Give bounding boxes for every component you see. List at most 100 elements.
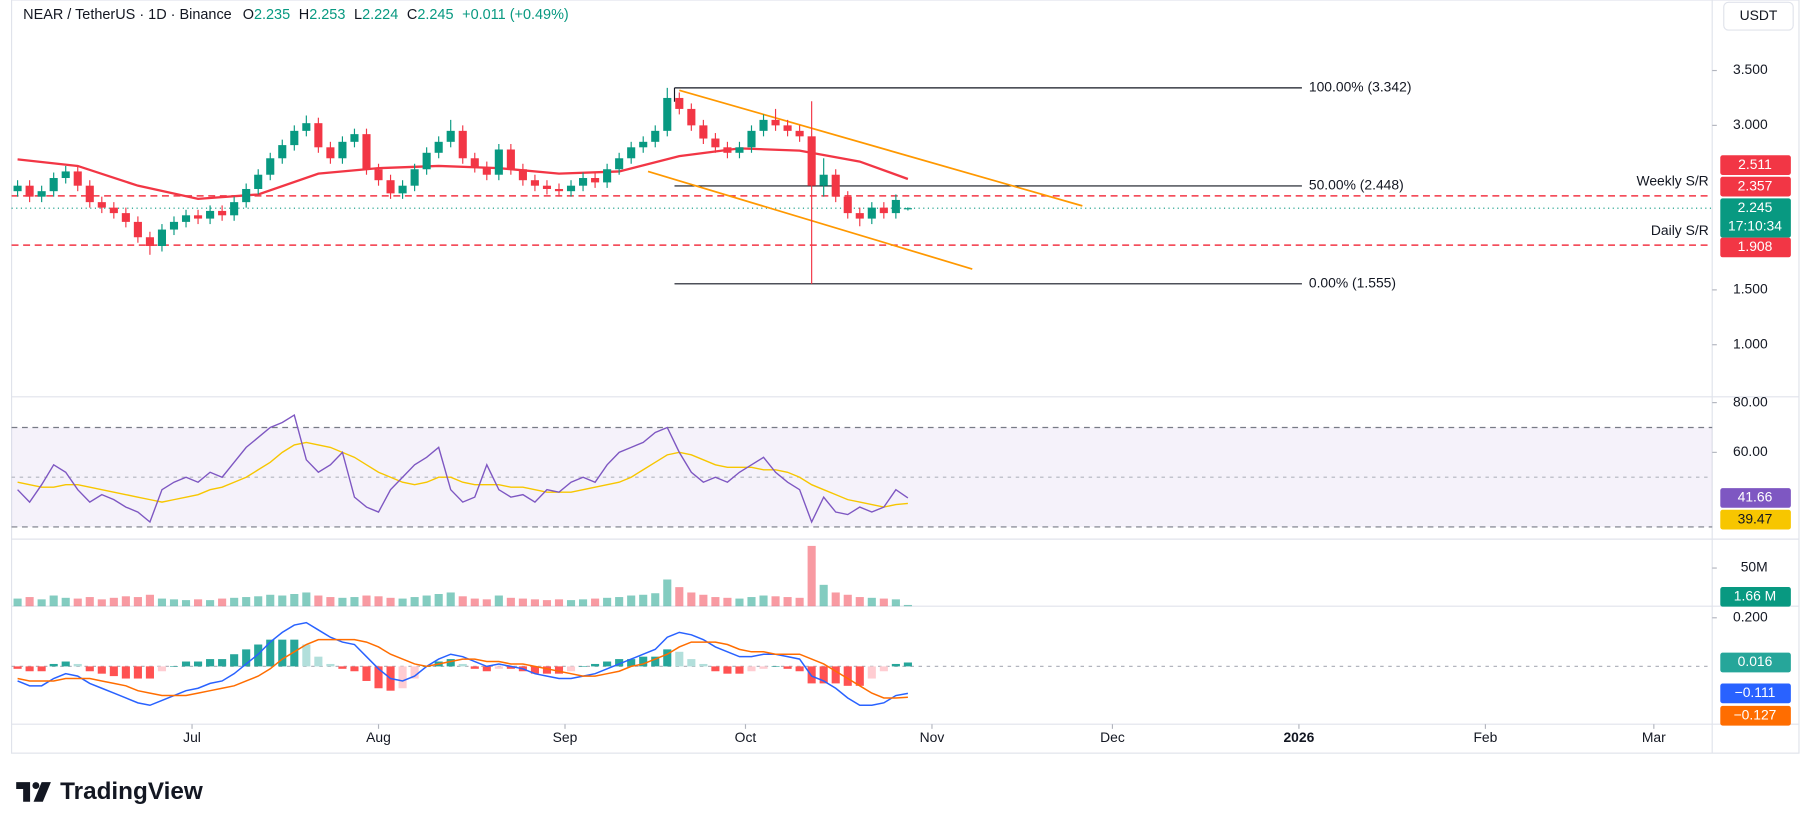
volume-bar xyxy=(434,594,443,607)
candle-body xyxy=(362,134,371,170)
macd-histogram-bar xyxy=(687,659,696,667)
candle-body xyxy=(278,145,287,159)
currency-button[interactable] xyxy=(1723,1,1794,31)
candle-body xyxy=(290,130,299,146)
volume-bar xyxy=(482,599,491,607)
candle-body xyxy=(206,210,215,219)
level-price-tag: 1.908 xyxy=(1738,238,1773,254)
chart-frame xyxy=(10,0,1800,754)
volume-tag: 1.66 M xyxy=(1734,588,1776,604)
candle-body xyxy=(554,188,564,192)
volume-bar xyxy=(314,595,323,607)
candle-body xyxy=(218,210,227,216)
ma-price-tag: 2.511 xyxy=(1738,156,1772,172)
volume-bar xyxy=(518,598,527,607)
volume-bar xyxy=(783,597,792,607)
candle-body xyxy=(651,130,660,142)
macd-histogram-bar xyxy=(579,666,588,667)
volume-bar xyxy=(218,598,227,607)
open-prefix: O xyxy=(243,7,254,23)
level-label: Daily S/R xyxy=(1651,222,1709,238)
x-tick-label: Dec xyxy=(1100,729,1125,745)
macd-histogram-bar xyxy=(591,663,600,667)
candle-body xyxy=(843,196,852,214)
candle-body xyxy=(903,208,912,210)
macd-histogram-bar xyxy=(891,663,900,667)
volume-bar xyxy=(85,597,94,607)
macd-histogram-bar xyxy=(542,666,552,674)
volume-bar xyxy=(97,599,106,607)
candle-body xyxy=(85,185,94,203)
volume-bar xyxy=(254,596,263,607)
macd-histogram-bar xyxy=(879,666,888,672)
volume-bar xyxy=(181,600,191,607)
volume-bar xyxy=(759,595,768,607)
fib-label: 50.00% (2.448) xyxy=(1309,177,1404,193)
candle-body xyxy=(97,202,106,208)
macd-histogram-bar xyxy=(627,659,636,667)
volume-bar xyxy=(675,587,684,607)
volume-bar xyxy=(807,545,816,607)
volume-bar xyxy=(470,598,479,607)
x-tick-label: Aug xyxy=(366,729,391,745)
volume-bar xyxy=(566,600,576,607)
candle-body xyxy=(386,180,395,194)
y-tick-label: 3.500 xyxy=(1733,61,1768,77)
macd-histogram-bar xyxy=(302,644,311,667)
candle-body xyxy=(470,158,479,168)
candle-body xyxy=(398,185,407,194)
candle-body xyxy=(518,169,527,181)
candle-body xyxy=(879,207,888,214)
logo-mark xyxy=(16,782,31,802)
macd-histogram-bar xyxy=(290,639,299,667)
volume-bar xyxy=(903,604,912,607)
volume-bar xyxy=(735,598,744,607)
candle-body xyxy=(711,138,720,148)
macd-histogram-bar xyxy=(747,666,756,672)
candle-body xyxy=(482,167,491,175)
macd-histogram-bar xyxy=(458,663,467,667)
volume-bar xyxy=(121,596,130,607)
histogram-tag-bg xyxy=(1720,652,1791,673)
volume-bar xyxy=(25,597,34,607)
last-price-tag: 2.245 xyxy=(1738,199,1773,215)
level-price-tag-bg xyxy=(1720,237,1791,258)
candle-body xyxy=(807,136,816,186)
candle-body xyxy=(458,130,467,159)
candle-body xyxy=(603,169,612,183)
volume-tag-bg xyxy=(1720,587,1791,607)
volume-bar xyxy=(446,592,455,607)
volume-bar xyxy=(362,595,371,607)
volume-bar xyxy=(603,597,612,607)
macd-histogram-bar xyxy=(230,654,239,667)
volume-bar xyxy=(879,598,888,607)
macd-histogram-bar xyxy=(723,666,732,674)
candle-body xyxy=(422,152,431,170)
candle-body xyxy=(675,97,684,109)
histogram-tag: 0.016 xyxy=(1738,653,1773,669)
candle-body xyxy=(687,108,696,126)
candle-body xyxy=(145,237,154,247)
candle-body xyxy=(109,207,118,214)
macd-histogram-bar xyxy=(169,666,179,667)
candle-body xyxy=(242,188,251,203)
ma-price-tag-bg xyxy=(1720,155,1791,175)
volume-bar xyxy=(206,600,215,607)
macd-histogram-bar xyxy=(254,644,263,667)
price-tags: 2.511 2.357 2.245 17:10:34 1.908 41.66 39.47 1.… xyxy=(1720,155,1791,726)
high-value: 2.253 xyxy=(309,7,345,23)
candle-body xyxy=(663,97,672,131)
candle-body xyxy=(61,171,70,179)
volume-bar xyxy=(410,597,419,607)
candle-body xyxy=(37,191,46,197)
channel-line xyxy=(647,170,973,270)
macd-histogram-bar xyxy=(831,666,840,684)
x-tick-label: Mar xyxy=(1642,729,1666,745)
candle-body xyxy=(194,215,203,219)
volume-bar xyxy=(579,599,588,607)
macd-histogram-bar xyxy=(819,666,828,684)
currency[interactable]: USDT xyxy=(1740,7,1778,23)
open-value: 2.235 xyxy=(254,7,290,23)
volume-bar xyxy=(374,596,383,607)
volume-bar xyxy=(278,595,287,607)
